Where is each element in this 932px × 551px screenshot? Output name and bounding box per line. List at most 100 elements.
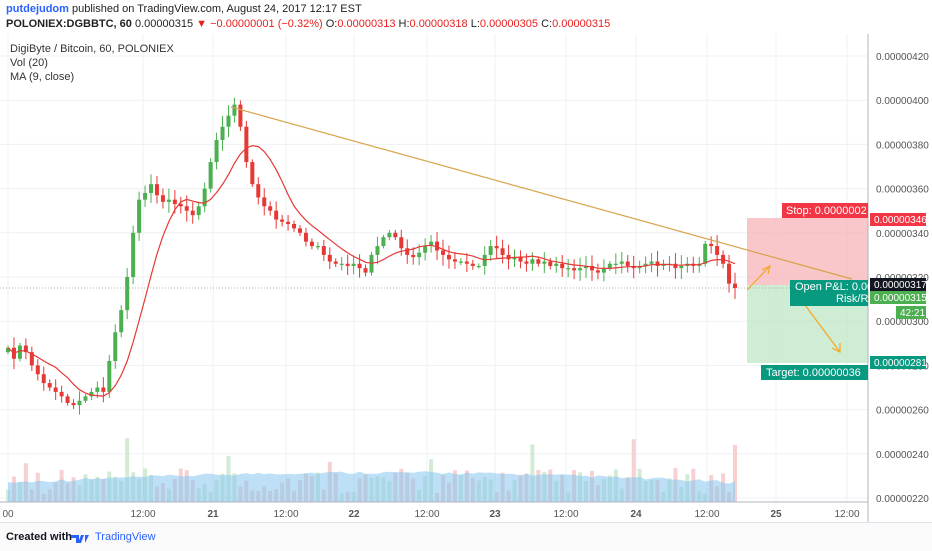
low-label: L: — [470, 18, 480, 30]
pnl-label-bg — [790, 280, 868, 306]
price-tick-label: 0.00000220 — [876, 494, 929, 505]
candle-body — [256, 184, 261, 198]
up-arrowhead — [761, 264, 771, 275]
candle-body — [715, 246, 720, 255]
candle-body — [65, 396, 70, 403]
candle-body — [709, 243, 714, 247]
candles — [6, 97, 737, 415]
candle-body — [89, 391, 94, 397]
candle-body — [41, 374, 46, 384]
candle-body — [29, 352, 34, 366]
candle-body — [375, 246, 380, 255]
candle-body — [494, 246, 499, 249]
tradingview-brand[interactable]: TradingView — [95, 531, 156, 543]
candle-body — [429, 241, 434, 247]
candle-body — [178, 204, 183, 207]
candle-body — [309, 241, 314, 247]
footer-bar: Created with TradingView — [0, 522, 932, 551]
candle-body — [113, 332, 118, 361]
candle-body — [655, 261, 660, 266]
stop-zone — [747, 218, 868, 285]
candle-body — [184, 206, 189, 211]
candle-body — [208, 162, 213, 189]
low-value: 0.00000305 — [479, 18, 539, 30]
last-price-tag-bg — [870, 291, 926, 304]
author-link[interactable]: putdejudom — [6, 3, 69, 15]
candle-body — [417, 252, 422, 258]
candle-body — [506, 254, 511, 260]
time-tick-label: 23 — [489, 509, 501, 520]
candle-body — [393, 232, 398, 238]
candle-body — [53, 387, 58, 392]
chart-legend: DigiByte / Bitcoin, 60, POLONIEX Vol (20… — [10, 42, 174, 84]
time-tick-label: 25 — [770, 509, 782, 520]
candle-body — [166, 199, 171, 202]
candle-body — [470, 263, 475, 266]
time-axis[interactable]: 00 12:00 21 12:00 22 12:00 23 12:00 24 12:00 25 12:… — [2, 509, 860, 520]
candle-body — [613, 263, 618, 265]
candle-body — [452, 259, 457, 262]
legend-volume[interactable]: Vol (20) — [10, 57, 48, 69]
candle-body — [321, 246, 326, 255]
target-label-bg — [761, 365, 868, 380]
candle-body — [59, 391, 64, 397]
candle-body — [238, 104, 243, 127]
candle-body — [423, 246, 428, 253]
candle-body — [6, 347, 10, 353]
candle-body — [202, 188, 207, 207]
candle-body — [464, 261, 469, 264]
candle-body — [244, 126, 249, 163]
legend-title: DigiByte / Bitcoin, 60, POLONIEX — [10, 43, 174, 55]
time-tick-label: 00 — [2, 509, 14, 520]
open-pnl-label: Open P&L: 0.00 — [795, 281, 873, 293]
target-price-tag-bg — [870, 356, 926, 369]
stop-price-tag: 0.00000346 — [874, 215, 927, 226]
candle-body — [339, 263, 344, 265]
price-tick-label: 0.00000360 — [876, 185, 929, 196]
candle-body — [172, 199, 177, 205]
candle-body — [387, 232, 392, 238]
high-label: H: — [398, 18, 410, 30]
candle-body — [542, 261, 547, 264]
candle-body — [607, 263, 612, 269]
chart-grid — [0, 34, 868, 502]
candle-body — [35, 365, 40, 375]
candle-body — [595, 270, 600, 273]
candle-body — [262, 197, 267, 207]
candle-body — [149, 184, 154, 194]
stop-label: Stop: 0.0000002 — [786, 205, 867, 217]
candle-body — [232, 104, 237, 116]
stop-price-tag-bg — [870, 213, 926, 226]
down-arrowhead — [831, 343, 841, 353]
volume-bar — [733, 445, 737, 502]
price-tick-label: 0.00000340 — [876, 229, 929, 240]
candle-body — [673, 263, 678, 269]
candle-body — [77, 400, 82, 406]
candle-body — [101, 387, 106, 392]
time-tick-label: 24 — [630, 509, 642, 520]
candle-body — [589, 265, 594, 271]
candle-body — [554, 263, 559, 266]
time-tick-label: 12:00 — [553, 509, 578, 520]
countdown-tag: 42:21 — [900, 308, 925, 319]
time-tick-label: 12:00 — [694, 509, 719, 520]
candle-body — [482, 254, 487, 266]
tradingview-logo-icon — [71, 535, 89, 543]
candle-body — [727, 263, 732, 284]
candle-body — [154, 184, 159, 196]
candle-body — [643, 263, 648, 266]
close-label: C: — [541, 18, 553, 30]
volume-ma-area — [8, 471, 735, 502]
candle-body — [315, 246, 320, 248]
candle-body — [107, 360, 112, 392]
trendline[interactable] — [230, 106, 853, 280]
candle-body — [500, 248, 505, 255]
price-chart[interactable]: 0.00000420 0.00000400 0.00000380 0.00000360… — [0, 34, 932, 522]
publish-line: putdejudom published on TradingView.com,… — [6, 3, 362, 15]
time-tick-label: 21 — [207, 509, 219, 520]
legend-ma[interactable]: MA (9, close) — [10, 71, 75, 83]
pnl-price-tag: 0.00000317 — [874, 280, 927, 291]
pnl-price-tag-bg — [870, 278, 926, 291]
chart-header: putdejudom published on TradingView.com,… — [0, 0, 932, 34]
candle-body — [333, 261, 338, 264]
